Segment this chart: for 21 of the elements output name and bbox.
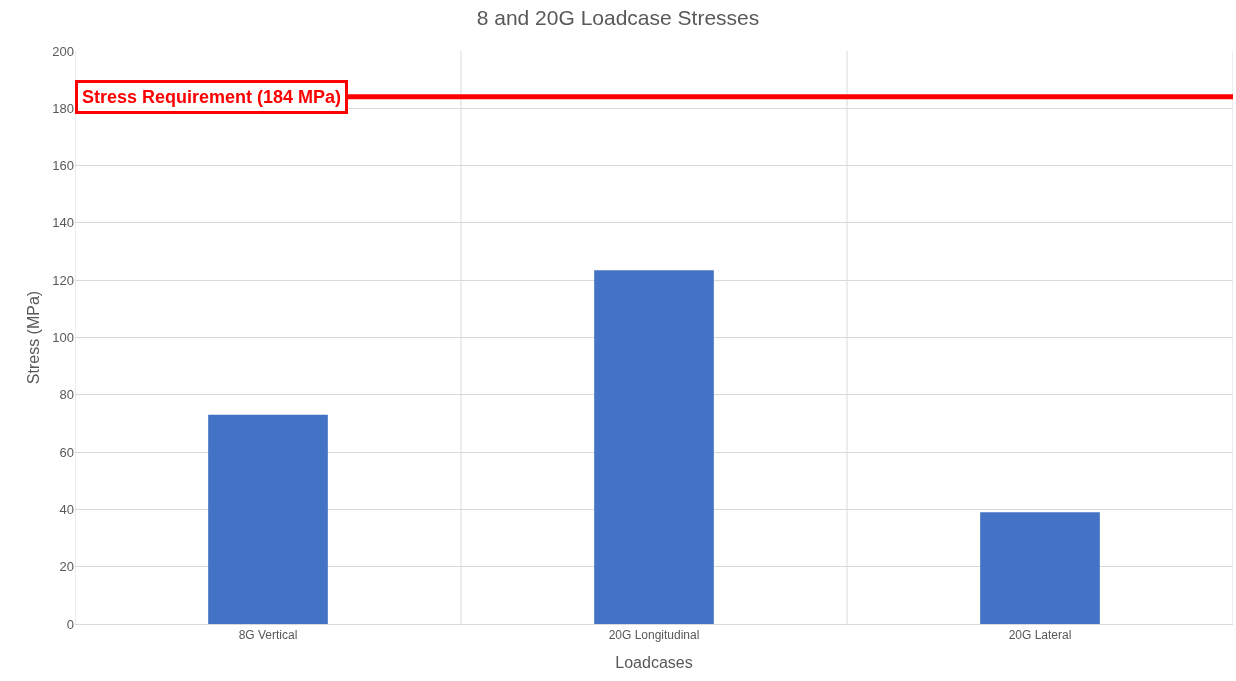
y-tick-label: 120 — [52, 272, 74, 288]
y-axis-title: Stress (MPa) — [25, 290, 43, 385]
y-tick-label: 200 — [52, 43, 74, 59]
y-tick-label: 80 — [59, 387, 74, 403]
x-axis-title: Loadcases — [615, 654, 693, 672]
bar — [208, 414, 328, 624]
y-tick-label: 0 — [66, 616, 74, 632]
ref-line-label: Stress Requirement (184 MPa) — [82, 87, 342, 107]
bar — [594, 270, 714, 624]
x-tick-label: 20G Longitudinal — [608, 628, 700, 643]
chart-title: 8 and 20G Loadcase Stresses — [476, 5, 760, 29]
y-tick-label: 60 — [59, 444, 74, 460]
y-tick-label: 180 — [52, 100, 74, 116]
y-tick-label: 20 — [59, 559, 74, 575]
y-tick-label: 160 — [52, 158, 74, 174]
y-tick-label: 40 — [59, 501, 74, 517]
x-tick-label: 20G Lateral — [1008, 628, 1072, 643]
y-tick-label: 100 — [52, 330, 74, 346]
x-tick-label: 8G Vertical — [238, 628, 298, 643]
y-tick-label: 140 — [52, 215, 74, 231]
bar — [980, 512, 1100, 624]
